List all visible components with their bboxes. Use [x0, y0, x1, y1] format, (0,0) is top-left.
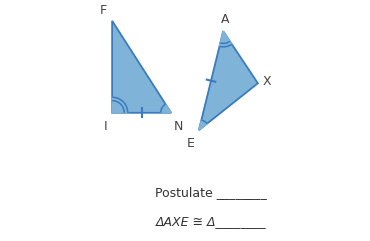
Polygon shape — [161, 104, 171, 113]
Text: X: X — [262, 75, 271, 88]
Polygon shape — [112, 97, 128, 113]
Text: N: N — [174, 120, 183, 133]
Text: I: I — [103, 120, 107, 133]
Text: E: E — [186, 137, 194, 150]
Polygon shape — [112, 21, 171, 113]
Text: F: F — [100, 4, 107, 17]
Polygon shape — [199, 120, 207, 130]
Text: Postulate ________: Postulate ________ — [155, 186, 267, 199]
Polygon shape — [199, 31, 258, 130]
Polygon shape — [219, 31, 232, 47]
Text: A: A — [221, 13, 229, 26]
Text: ΔAXE ≅ Δ________: ΔAXE ≅ Δ________ — [155, 215, 266, 228]
